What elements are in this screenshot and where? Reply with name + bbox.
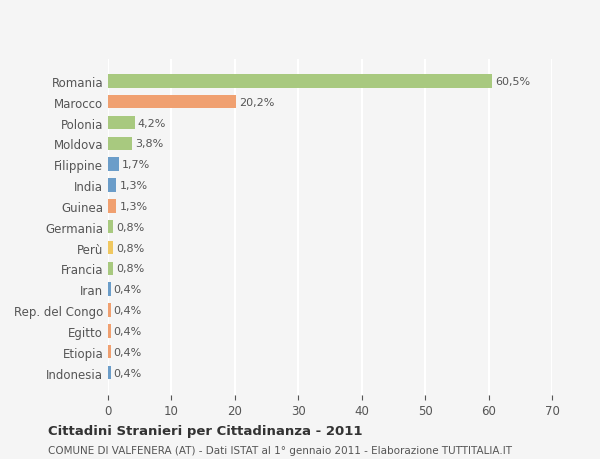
Bar bbox=[108, 200, 116, 213]
Bar bbox=[108, 117, 134, 130]
Text: 0,4%: 0,4% bbox=[114, 326, 142, 336]
Bar bbox=[108, 325, 110, 338]
Text: Cittadini Stranieri per Cittadinanza - 2011: Cittadini Stranieri per Cittadinanza - 2… bbox=[48, 425, 362, 437]
Text: 20,2%: 20,2% bbox=[239, 97, 275, 107]
Text: 1,3%: 1,3% bbox=[119, 202, 148, 212]
Text: 0,4%: 0,4% bbox=[114, 305, 142, 315]
Text: 1,3%: 1,3% bbox=[119, 181, 148, 190]
Bar bbox=[108, 179, 116, 192]
Text: 0,4%: 0,4% bbox=[114, 368, 142, 378]
Bar bbox=[108, 75, 492, 89]
Bar bbox=[108, 262, 113, 275]
Text: 60,5%: 60,5% bbox=[495, 77, 530, 87]
Bar bbox=[108, 366, 110, 380]
Bar bbox=[108, 303, 110, 317]
Bar bbox=[108, 220, 113, 234]
Bar bbox=[108, 241, 113, 255]
Bar bbox=[108, 95, 236, 109]
Text: 0,8%: 0,8% bbox=[116, 243, 145, 253]
Bar bbox=[108, 345, 110, 359]
Text: 1,7%: 1,7% bbox=[122, 160, 150, 170]
Text: 0,8%: 0,8% bbox=[116, 222, 145, 232]
Text: 0,4%: 0,4% bbox=[114, 347, 142, 357]
Bar bbox=[108, 137, 132, 151]
Text: 4,2%: 4,2% bbox=[138, 118, 166, 128]
Text: 3,8%: 3,8% bbox=[135, 139, 164, 149]
Text: COMUNE DI VALFENERA (AT) - Dati ISTAT al 1° gennaio 2011 - Elaborazione TUTTITAL: COMUNE DI VALFENERA (AT) - Dati ISTAT al… bbox=[48, 445, 512, 455]
Bar bbox=[108, 283, 110, 297]
Text: 0,8%: 0,8% bbox=[116, 264, 145, 274]
Bar bbox=[108, 158, 119, 172]
Text: 0,4%: 0,4% bbox=[114, 285, 142, 295]
